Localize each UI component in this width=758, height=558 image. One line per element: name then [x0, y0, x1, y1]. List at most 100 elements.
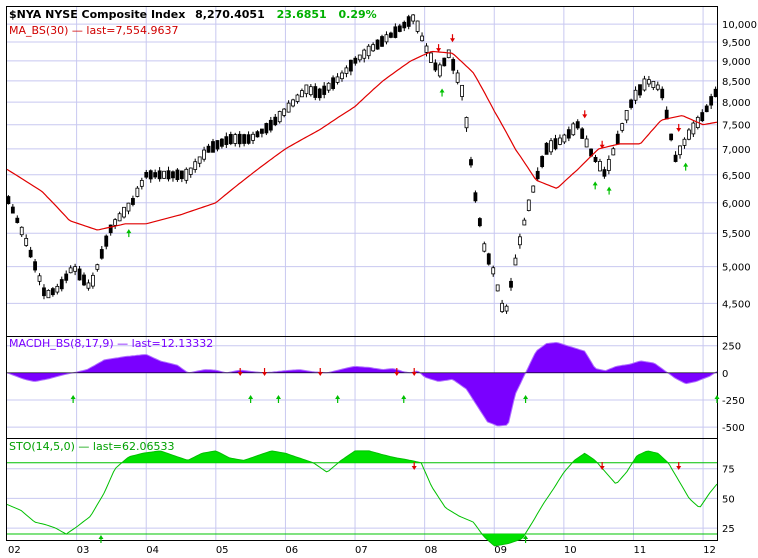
candle-body — [397, 25, 402, 32]
candle-body — [673, 154, 678, 162]
candle-body — [491, 267, 496, 275]
candle-body — [664, 109, 669, 120]
sto-tick-label: 75 — [722, 465, 735, 476]
candle-body — [139, 180, 144, 187]
candle-body — [357, 54, 362, 61]
arrow-head — [70, 395, 76, 399]
candle-body — [95, 264, 100, 270]
candle-body — [246, 134, 251, 144]
candle-body — [704, 105, 709, 113]
candle-body — [455, 72, 460, 83]
candle-body — [86, 282, 91, 289]
candle-body — [509, 280, 513, 288]
candle-body — [558, 137, 562, 145]
candle-body — [353, 57, 358, 64]
candle-body — [584, 138, 589, 148]
candle-body — [451, 59, 456, 71]
price-sell-arrow — [449, 34, 455, 43]
macd-buy-arrow — [401, 395, 407, 403]
arrow-head — [582, 114, 588, 119]
sto-sell-arrow — [599, 462, 605, 470]
price-tick-label: 5,500 — [722, 229, 751, 240]
arrow-head — [714, 395, 720, 399]
macd-sell-arrow — [411, 368, 417, 376]
candle-body — [420, 35, 424, 42]
candle-body — [691, 122, 696, 135]
last-price: 8,270.4051 — [195, 8, 265, 21]
price-tick-label: 4,500 — [722, 299, 751, 310]
x-tick-label: 08 — [425, 545, 438, 556]
price-layer — [6, 14, 718, 314]
candle-body — [424, 45, 429, 53]
x-tick-label: 05 — [216, 545, 229, 556]
candle-body — [411, 14, 416, 22]
x-tick-label: 12 — [703, 545, 716, 556]
macd-buy-arrow — [523, 395, 529, 403]
candle-body — [522, 219, 527, 226]
candle-body — [629, 99, 633, 108]
candle-body — [117, 213, 122, 222]
candle-body — [171, 171, 175, 179]
candle-body — [282, 108, 287, 116]
macd-sell-arrow — [237, 368, 243, 376]
candle-body — [55, 285, 60, 293]
candle-body — [709, 96, 714, 106]
arrow-head — [394, 372, 400, 376]
candle-body — [473, 192, 478, 202]
candle-body — [233, 134, 238, 144]
candle-body — [486, 253, 491, 265]
candle-body — [122, 206, 126, 218]
candle-body — [237, 133, 242, 145]
candle-body — [669, 133, 674, 141]
candle-body — [286, 102, 291, 113]
price-sell-arrow — [582, 110, 588, 119]
candle-body — [504, 305, 509, 312]
candle-body — [611, 148, 616, 156]
candle-body — [268, 119, 273, 131]
candle-body — [344, 67, 349, 74]
candle-body — [24, 237, 29, 246]
candle-body — [464, 117, 469, 129]
candle-body — [193, 161, 198, 170]
macd-buy-arrow — [248, 395, 254, 403]
candle-body — [37, 275, 42, 282]
candle-body — [678, 145, 682, 156]
arrow-head — [439, 88, 445, 93]
arrow-head — [335, 395, 341, 399]
arrow-head — [606, 186, 612, 191]
candle-body — [73, 266, 78, 272]
price-tick-label: 8,500 — [722, 77, 751, 88]
candle-body — [620, 123, 625, 131]
candle-body — [362, 49, 367, 59]
arrow-head — [683, 162, 689, 167]
candle-body — [713, 88, 718, 98]
candle-body — [429, 52, 433, 63]
candle-body — [518, 236, 522, 246]
candle-body — [202, 149, 206, 160]
arrow-head — [592, 181, 598, 186]
candle-body — [651, 80, 656, 88]
candle-body — [602, 169, 607, 177]
arrow-head — [676, 127, 682, 132]
price-tick-label: 6,000 — [722, 199, 751, 210]
candle-body — [157, 170, 162, 180]
macd-sell-arrow — [262, 368, 268, 376]
candle-body — [366, 45, 371, 57]
candle-body — [242, 134, 247, 144]
candle-body — [317, 88, 322, 99]
x-tick-label: 06 — [285, 545, 298, 556]
candle-body — [291, 99, 295, 107]
candle-body — [544, 142, 549, 155]
sto-overbought-fill — [7, 450, 717, 463]
candle-body — [219, 138, 224, 147]
candle-body — [562, 134, 567, 143]
sto-legend: STO(14,5,0) — last=62.06533 — [9, 440, 174, 453]
price-buy-arrow — [592, 181, 598, 190]
candle-body — [598, 160, 602, 172]
macd-sell-arrow — [394, 368, 400, 376]
candle-body — [660, 88, 665, 99]
price-tick-label: 9,500 — [722, 38, 751, 49]
ma-legend: MA_BS(30) — last=7,554.9637 — [9, 24, 178, 37]
signal-layer — [70, 34, 720, 543]
